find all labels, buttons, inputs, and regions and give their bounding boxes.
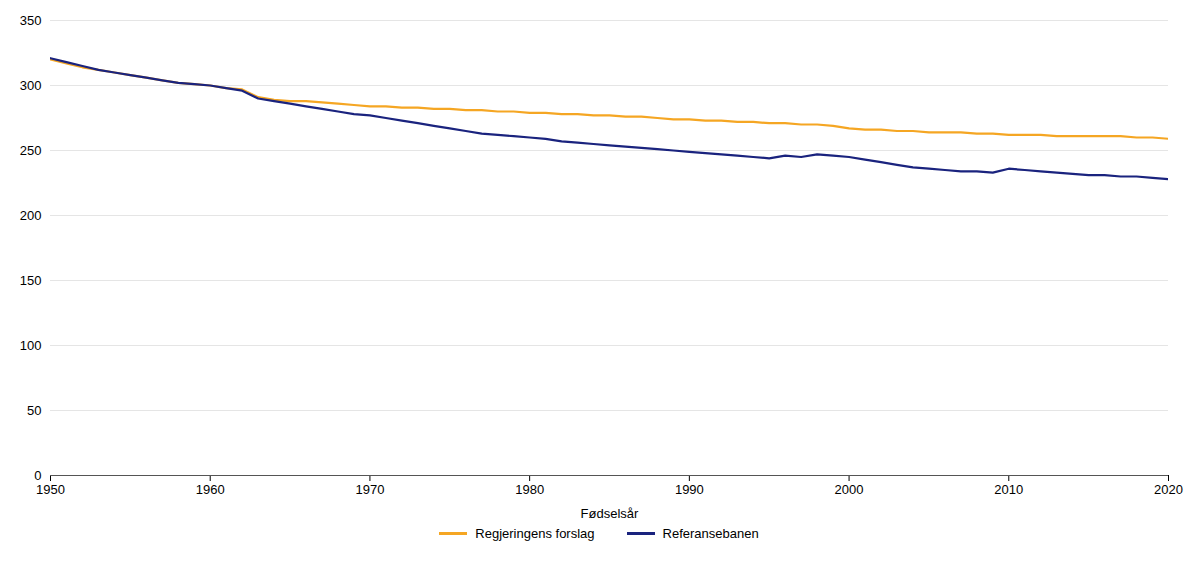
svg-text:2000: 2000 bbox=[835, 482, 864, 497]
html-text:Regjeringens forslag: Regjeringens forslag bbox=[475, 526, 595, 541]
svg-text:1970: 1970 bbox=[355, 482, 384, 497]
svg-text:100: 100 bbox=[20, 338, 42, 353]
svg-text:2010: 2010 bbox=[994, 482, 1023, 497]
svg-text:2020: 2020 bbox=[1154, 482, 1183, 497]
svg-text:200: 200 bbox=[20, 208, 42, 223]
svg-text:1980: 1980 bbox=[515, 482, 544, 497]
svg-text:350: 350 bbox=[20, 13, 42, 28]
html-text:Referansebanen: Referansebanen bbox=[662, 526, 759, 541]
svg-text:1960: 1960 bbox=[196, 482, 225, 497]
svg-text:150: 150 bbox=[20, 273, 42, 288]
svg-text:250: 250 bbox=[20, 143, 42, 158]
svg-text:1950: 1950 bbox=[36, 482, 65, 497]
svg-text:1990: 1990 bbox=[675, 482, 704, 497]
svg-text:50: 50 bbox=[27, 403, 41, 418]
svg-text:Fødselsår: Fødselsår bbox=[581, 506, 639, 521]
svg-text:0: 0 bbox=[34, 468, 41, 483]
svg-text:300: 300 bbox=[20, 78, 42, 93]
